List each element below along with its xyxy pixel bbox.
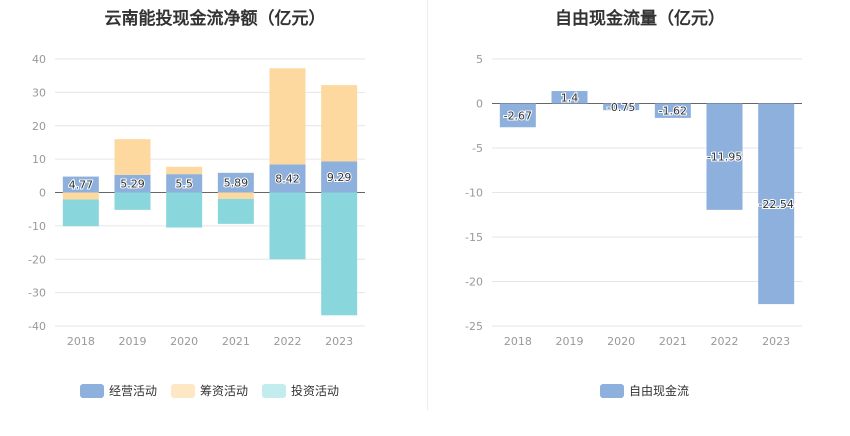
right-data-label: -1.62 [659, 105, 687, 118]
left-x-tick-label: 2018 [67, 335, 95, 348]
legend-item-free-cf[interactable]: 自由现金流 [600, 382, 689, 399]
right-chart-title: 自由现金流量（亿元） [555, 9, 725, 29]
legend-label-free-cf: 自由现金流 [629, 384, 690, 398]
left-legend: 经营活动 筹资活动 投资活动 [80, 382, 339, 399]
right-y-tick-label: -5 [472, 142, 483, 155]
right-bar-free-cf [654, 103, 691, 118]
legend-swatch-investing [262, 383, 287, 398]
right-bar-free-cf [603, 103, 640, 111]
left-x-tick-label: 2021 [222, 335, 250, 348]
left-bar-operating [62, 176, 99, 193]
right-bar-free-cf [551, 91, 588, 104]
right-data-label: 1.4 [561, 91, 579, 104]
left-bar-investing [62, 199, 99, 227]
left-bar-operating [166, 174, 203, 193]
left-bar-financing [321, 85, 358, 162]
left-bar-investing [166, 192, 203, 228]
legend-item-operating[interactable]: 经营活动 [80, 382, 157, 399]
right-y-tick-label: 5 [476, 53, 483, 66]
left-bar-financing [166, 166, 203, 175]
left-x-tick-label: 2020 [170, 335, 198, 348]
panel-divider [427, 0, 428, 410]
left-data-label: 4.77 [69, 179, 94, 192]
left-bar-operating [269, 164, 306, 193]
left-y-tick-label: -30 [28, 287, 46, 300]
right-y-tick-label: -25 [465, 320, 483, 333]
left-bar-investing [269, 192, 306, 260]
right-bar-free-cf [499, 103, 536, 128]
left-y-tick-label: 10 [32, 153, 46, 166]
right-x-tick-label: 2022 [711, 335, 739, 348]
right-x-tick-label: 2019 [556, 335, 584, 348]
left-data-label: 9.29 [327, 171, 352, 184]
right-y-tick-label: -10 [465, 187, 483, 200]
left-y-tick-label: 0 [39, 187, 46, 200]
left-y-tick-label: -10 [28, 220, 46, 233]
left-bar-investing [217, 198, 254, 224]
legend-item-financing[interactable]: 筹资活动 [171, 382, 248, 399]
right-data-label: -0.75 [607, 101, 635, 114]
right-y-tick-label: 0 [476, 98, 483, 111]
right-x-tick-label: 2023 [762, 335, 790, 348]
right-x-tick-label: 2018 [504, 335, 532, 348]
left-y-tick-label: 20 [32, 120, 46, 133]
legend-label-operating: 经营活动 [109, 384, 158, 398]
left-x-tick-label: 2019 [119, 335, 147, 348]
left-bar-financing [269, 68, 306, 165]
legend-label-financing: 筹资活动 [200, 384, 249, 398]
left-y-tick-label: 30 [32, 86, 46, 99]
left-bar-investing [114, 192, 151, 210]
legend-item-investing[interactable]: 投资活动 [262, 382, 339, 399]
left-y-tick-label: 40 [32, 53, 46, 66]
right-x-tick-label: 2020 [607, 335, 635, 348]
left-data-label: 8.42 [275, 172, 300, 185]
legend-swatch-operating [80, 383, 104, 398]
right-bar-free-cf [758, 103, 795, 305]
right-data-label: -22.54 [758, 198, 793, 211]
left-bar-operating [217, 172, 254, 193]
right-y-tick-label: -15 [465, 231, 483, 244]
right-data-label: -2.67 [504, 109, 532, 122]
legend-label-investing: 投资活动 [291, 384, 340, 398]
left-data-label: 5.89 [224, 177, 249, 190]
left-y-tick-label: -40 [28, 320, 46, 333]
right-data-label: -11.95 [707, 151, 742, 164]
right-y-tick-label: -20 [465, 276, 483, 289]
left-x-tick-label: 2022 [274, 335, 302, 348]
right-x-tick-label: 2021 [659, 335, 687, 348]
left-x-tick-label: 2023 [325, 335, 353, 348]
left-bar-financing [62, 192, 99, 200]
right-legend: 自由现金流 [600, 382, 689, 399]
left-bar-financing [217, 192, 254, 199]
left-bar-investing [321, 192, 358, 316]
left-y-tick-label: -20 [28, 253, 46, 266]
left-chart-title: 云南能投现金流净额（亿元） [104, 9, 326, 29]
left-bar-operating [114, 174, 151, 193]
right-bar-free-cf [706, 103, 743, 210]
legend-swatch-free-cf [600, 383, 624, 398]
left-bar-financing [114, 139, 151, 175]
legend-swatch-financing [171, 383, 196, 398]
left-bar-operating [321, 161, 358, 193]
left-data-label: 5.29 [120, 178, 145, 191]
left-data-label: 5.5 [175, 177, 193, 190]
